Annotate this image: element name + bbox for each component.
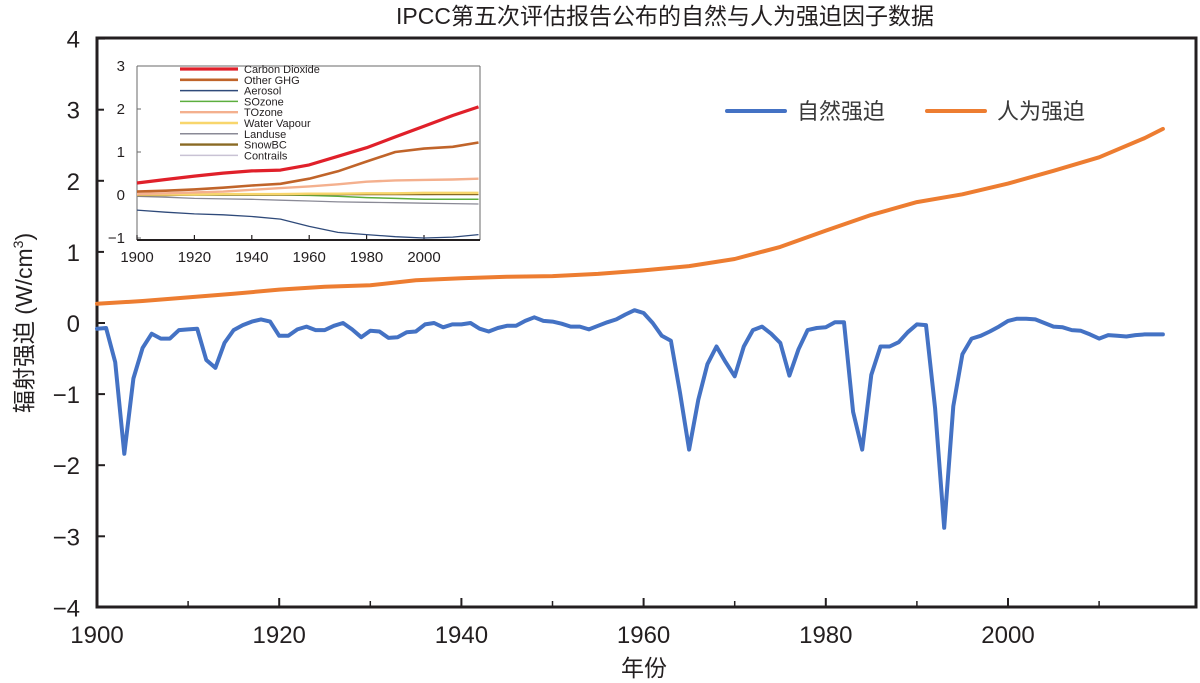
main-legend: 自然强迫 人为强迫 — [725, 99, 1085, 124]
y-axis: −4 −3 −2 −1 0 1 2 3 4 — [53, 27, 105, 622]
inset-line-carbon-dioxide — [136, 105, 480, 185]
y-tick-label: −2 — [53, 453, 80, 480]
inset-x-tick-label: 1940 — [235, 249, 268, 266]
legend-label-anthropogenic: 人为强迫 — [997, 99, 1085, 124]
inset-x-tick-label: 1920 — [178, 249, 211, 266]
y-tick-label: 3 — [67, 98, 80, 125]
y-tick-label: −4 — [53, 595, 80, 622]
legend-label-natural: 自然强迫 — [797, 99, 885, 124]
inset-legend-label: Carbon Dioxide — [244, 64, 320, 76]
inset-line-tozone — [136, 177, 479, 196]
inset-line-water-vapour — [137, 191, 479, 196]
x-axis-label: 年份 — [621, 655, 667, 681]
inset-legend-label: Contrails — [244, 150, 288, 162]
inset-line-aerosol — [136, 209, 479, 239]
y-axis-label-sup: 3 — [10, 240, 26, 248]
y-axis-label: 辐射强迫 (W/cm3) — [10, 233, 37, 413]
natural-forcing-line — [95, 308, 1165, 530]
y-tick-label: 2 — [67, 169, 80, 196]
y-tick-label: −1 — [53, 382, 80, 409]
inset-legend-label: Landuse — [244, 129, 286, 141]
x-tick-label: 2000 — [981, 622, 1034, 649]
inset-y-axis: −1 0 1 2 3 — [108, 58, 141, 247]
inset-x-tick-label: 1960 — [293, 249, 326, 266]
anthropogenic-forcing-line — [95, 126, 1165, 306]
inset-line-other-ghg — [136, 141, 479, 193]
inset-y-tick-label: 1 — [117, 144, 125, 161]
x-axis: 1900 1920 1940 1960 1980 2000 — [70, 598, 1100, 649]
inset-background — [104, 44, 496, 269]
inset-x-tick-label: 1900 — [120, 249, 153, 266]
y-tick-label: 4 — [67, 27, 80, 54]
inset-legend-label: Aerosol — [244, 86, 281, 98]
y-axis-label-close: ) — [11, 233, 37, 241]
inset-y-tick-label: 2 — [117, 101, 125, 118]
inset-series-group — [136, 105, 480, 239]
y-axis-label-main: 辐射强迫 (W/cm — [11, 248, 37, 413]
inset-chart: −1 0 1 2 3 1900 1920 1940 1960 1980 2000 Carbon D… — [104, 44, 496, 269]
inset-x-axis: 1900 1920 1940 1960 1980 2000 — [120, 235, 441, 266]
inset-legend-label: Other GHG — [244, 75, 300, 87]
x-tick-label: 1940 — [435, 622, 488, 649]
y-tick-label: 1 — [67, 240, 80, 267]
y-tick-label: 0 — [67, 311, 80, 338]
inset-legend-label: SnowBC — [244, 140, 287, 152]
main-series-group — [95, 126, 1165, 530]
y-tick-label: −3 — [53, 524, 80, 551]
inset-y-tick-label: 0 — [117, 187, 125, 204]
inset-y-tick-label: 3 — [117, 58, 125, 75]
inset-legend-label: TOzone — [244, 107, 283, 119]
inset-x-tick-label: 2000 — [407, 249, 440, 266]
inset-legend-label: SOzone — [244, 96, 284, 108]
inset-legend-label: Water Vapour — [244, 118, 311, 130]
inset-y-tick-label: −1 — [108, 230, 125, 247]
inset-x-tick-label: 1980 — [350, 249, 383, 266]
x-tick-label: 1980 — [799, 622, 852, 649]
inset-line-landuse — [136, 195, 479, 205]
chart-title: IPCC第五次评估报告公布的自然与人为强迫因子数据 — [396, 3, 934, 29]
x-tick-label: 1900 — [70, 622, 123, 649]
x-tick-label: 1960 — [617, 622, 670, 649]
x-tick-label: 1920 — [253, 622, 306, 649]
